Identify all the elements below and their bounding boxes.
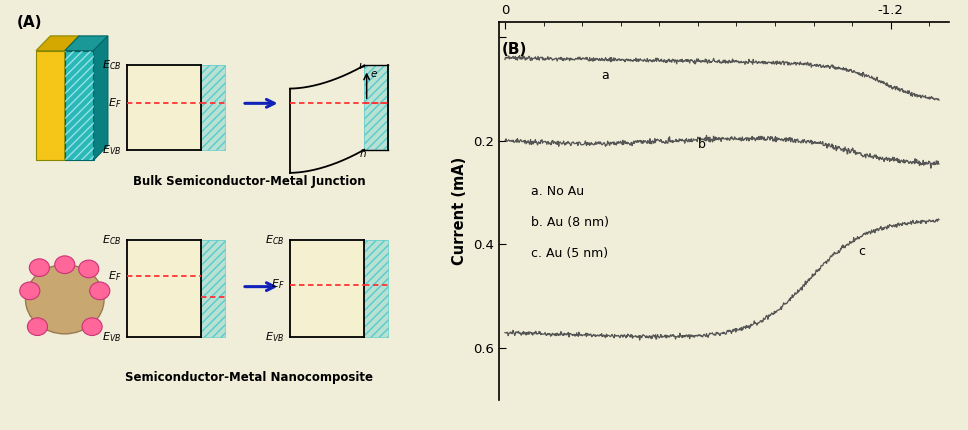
Polygon shape <box>364 65 388 150</box>
Text: a: a <box>601 68 609 82</box>
Text: $E_F$: $E_F$ <box>271 278 285 292</box>
Text: Bulk Semiconductor-Metal Junction: Bulk Semiconductor-Metal Junction <box>133 175 366 188</box>
Circle shape <box>25 265 105 334</box>
Polygon shape <box>201 240 226 337</box>
Text: $E_F$: $E_F$ <box>107 96 121 110</box>
Circle shape <box>78 260 99 278</box>
Text: (B): (B) <box>501 42 528 57</box>
Text: b: b <box>698 138 706 151</box>
Circle shape <box>90 282 109 300</box>
Text: $E_{VB}$: $E_{VB}$ <box>103 330 121 344</box>
Polygon shape <box>65 51 94 160</box>
Text: c. Au (5 nm): c. Au (5 nm) <box>530 247 608 260</box>
Text: (A): (A) <box>16 15 43 30</box>
Polygon shape <box>127 240 201 337</box>
Text: $E_F$: $E_F$ <box>107 269 121 283</box>
Circle shape <box>27 318 47 335</box>
Text: $E_{VB}$: $E_{VB}$ <box>103 143 121 157</box>
Text: a. No Au: a. No Au <box>530 185 584 198</box>
Polygon shape <box>127 65 201 150</box>
Circle shape <box>82 318 103 335</box>
Circle shape <box>55 256 75 273</box>
Text: $E_{CB}$: $E_{CB}$ <box>102 233 121 247</box>
Y-axis label: Current (mA): Current (mA) <box>452 157 468 265</box>
Polygon shape <box>94 36 107 160</box>
Polygon shape <box>36 36 79 51</box>
Text: $E_{VB}$: $E_{VB}$ <box>265 330 285 344</box>
Polygon shape <box>201 65 226 150</box>
Polygon shape <box>65 36 79 160</box>
Polygon shape <box>364 240 388 337</box>
Text: c: c <box>859 245 865 258</box>
Text: h: h <box>359 149 366 159</box>
Polygon shape <box>290 240 364 337</box>
Text: b. Au (8 nm): b. Au (8 nm) <box>530 216 609 229</box>
Polygon shape <box>36 51 65 160</box>
Polygon shape <box>65 36 107 51</box>
Circle shape <box>29 259 49 276</box>
Text: $E_{CB}$: $E_{CB}$ <box>265 233 285 247</box>
Text: e: e <box>371 69 377 79</box>
Text: Semiconductor-Metal Nanocomposite: Semiconductor-Metal Nanocomposite <box>125 371 374 384</box>
Circle shape <box>19 282 40 300</box>
Text: $E_{CB}$: $E_{CB}$ <box>102 58 121 72</box>
